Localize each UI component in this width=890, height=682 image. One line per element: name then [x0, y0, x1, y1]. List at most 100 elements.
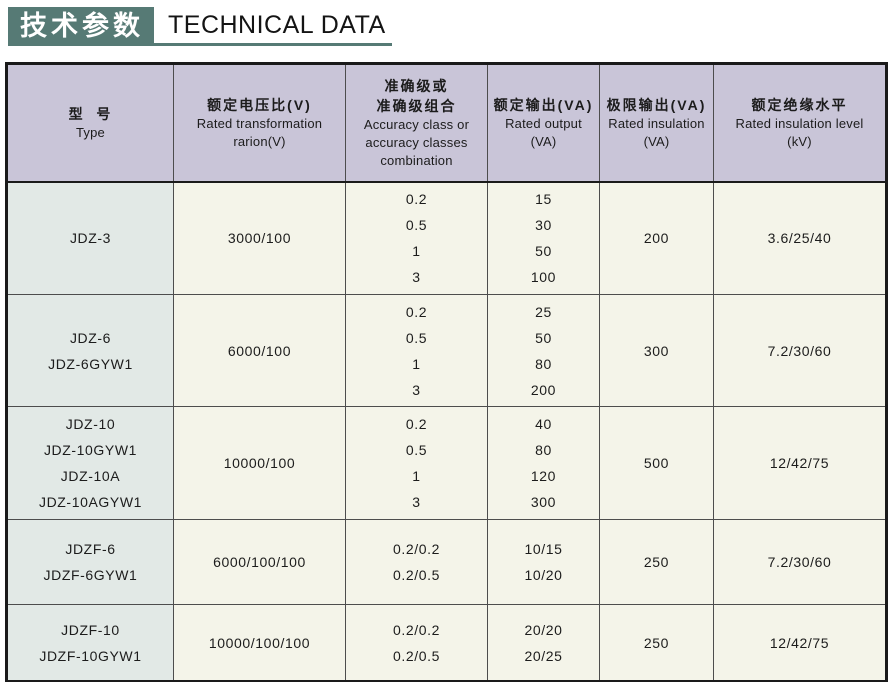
- table-row: JDZ-6 JDZ-6GYW1 6000/100 0.2 0.5 1 3 25 50 80 200 3…: [6, 294, 887, 407]
- header-line-en: Rated transformation: [196, 115, 323, 131]
- cell-line: 20/25: [524, 647, 563, 664]
- ratio-cell: 10000/100: [173, 406, 346, 520]
- cell-line: 0.2: [405, 191, 428, 208]
- cell-line: 20/20: [524, 621, 563, 638]
- cell-line: 300: [643, 342, 670, 359]
- header-line-en: rarion(V): [233, 133, 286, 149]
- cell-line: JDZ-6GYW1: [48, 355, 133, 372]
- cell-line: 250: [643, 634, 670, 651]
- cell-line: 10/15: [524, 541, 563, 557]
- type-cell: JDZF-10 JDZF-10GYW1: [6, 604, 174, 682]
- header-line-en: Rated insulation level: [735, 115, 864, 131]
- cell-line: 100: [530, 269, 557, 286]
- column-header-4: 额定输出(VA) Rated output (VA): [487, 63, 600, 183]
- cell-line: 40: [535, 416, 552, 432]
- cell-line: 0.2: [405, 303, 428, 320]
- header-line-zh: 准确级或: [384, 77, 449, 94]
- header-line-zh: 极限输出(VA): [606, 96, 707, 113]
- cell-line: JDZ-10: [65, 416, 116, 432]
- table-row: JDZF-10 JDZF-10GYW1 10000/100/100 0.2/0.2 0.…: [6, 604, 887, 682]
- cell-line: 12/42/75: [769, 634, 830, 651]
- type-cell: JDZ-10 JDZ-10GYW1 JDZ-10A JDZ-10AGYW1: [6, 406, 174, 520]
- cell-line: 12/42/75: [769, 455, 830, 471]
- header-line-en: (VA): [530, 133, 557, 149]
- accuracy-cell: 0.2/0.2 0.2/0.5: [345, 604, 488, 682]
- accuracy-cell: 0.2 0.5 1 3: [345, 406, 488, 520]
- cell-line: 3: [412, 381, 421, 398]
- cell-line: 3: [412, 269, 421, 286]
- cell-line: JDZ-10A: [60, 468, 121, 484]
- cell-line: 7.2/30/60: [767, 342, 832, 359]
- header-line-zh: 型 号: [68, 105, 113, 122]
- table-row: JDZF-6 JDZF-6GYW1 6000/100/100 0.2/0.2 0.2/0…: [6, 519, 887, 605]
- column-header-6: 额定绝缘水平 Rated insulation level (kV): [713, 63, 887, 183]
- column-header-3: 准确级或 准确级组合 Accuracy class or accuracy class…: [345, 63, 488, 183]
- ratio-cell: 6000/100/100: [173, 519, 346, 605]
- table-body: JDZ-3 3000/100 0.2 0.5 1 3 15 30 50 100 200 3.6/25/…: [6, 181, 887, 682]
- cell-line: 0.2/0.5: [392, 647, 440, 664]
- header-line-zh: 额定电压比(V): [207, 96, 312, 113]
- cell-line: 6000/100/100: [213, 554, 306, 570]
- rated-output-cell: 40 80 120 300: [487, 406, 600, 520]
- header-line-en: Type: [76, 124, 105, 140]
- cell-line: JDZF-10GYW1: [39, 647, 142, 664]
- cell-line: JDZ-3: [69, 230, 112, 247]
- type-cell: JDZF-6 JDZF-6GYW1: [6, 519, 174, 605]
- header-line-en: (kV): [787, 133, 812, 149]
- header-line-en: (VA): [643, 133, 670, 149]
- cell-line: 0.2/0.2: [392, 541, 440, 557]
- cell-line: 7.2/30/60: [767, 554, 832, 570]
- cell-line: 3: [412, 494, 421, 510]
- insulation-level-cell: 12/42/75: [713, 406, 887, 520]
- cell-line: 1: [412, 355, 421, 372]
- rated-output-cell: 25 50 80 200: [487, 294, 600, 407]
- section-title-zh: 技术参数: [8, 7, 154, 46]
- cell-line: 0.2: [405, 416, 428, 432]
- cell-line: JDZF-6GYW1: [43, 567, 138, 583]
- cell-line: 0.5: [405, 217, 428, 234]
- cell-line: 0.2/0.5: [392, 567, 440, 583]
- header-line-en: Rated output: [505, 115, 582, 131]
- cell-line: 300: [530, 494, 557, 510]
- cell-line: 1: [412, 468, 421, 484]
- cell-line: JDZF-10: [61, 621, 120, 638]
- cell-line: 50: [535, 243, 552, 260]
- cell-line: JDZ-6: [69, 329, 112, 346]
- insulation-level-cell: 7.2/30/60: [713, 294, 887, 407]
- cell-line: JDZ-10GYW1: [43, 442, 138, 458]
- cell-line: 0.5: [405, 329, 428, 346]
- type-cell: JDZ-3: [6, 181, 174, 295]
- insulation-level-cell: 12/42/75: [713, 604, 887, 682]
- cell-line: 6000/100: [227, 342, 292, 359]
- column-header-2: 额定电压比(V) Rated transformation rarion(V): [173, 63, 346, 183]
- accuracy-cell: 0.2 0.5 1 3: [345, 294, 488, 407]
- ratio-cell: 3000/100: [173, 181, 346, 295]
- cell-line: 200: [643, 230, 670, 247]
- type-cell: JDZ-6 JDZ-6GYW1: [6, 294, 174, 407]
- table-header-row: 型 号 Type 额定电压比(V) Rated transformation rario…: [6, 63, 887, 183]
- cell-line: 25: [535, 303, 552, 320]
- header-line-zh: 额定绝缘水平: [751, 96, 848, 113]
- cell-line: JDZF-6: [65, 541, 116, 557]
- cell-line: 0.5: [405, 442, 428, 458]
- limit-output-cell: 500: [599, 406, 714, 520]
- header-line-en: accuracy classes: [365, 134, 468, 150]
- cell-line: 200: [530, 381, 557, 398]
- cell-line: 10000/100: [223, 455, 296, 471]
- accuracy-cell: 0.2/0.2 0.2/0.5: [345, 519, 488, 605]
- cell-line: JDZ-10AGYW1: [38, 494, 143, 510]
- ratio-cell: 6000/100: [173, 294, 346, 407]
- cell-line: 10000/100/100: [208, 634, 311, 651]
- ratio-cell: 10000/100/100: [173, 604, 346, 682]
- insulation-level-cell: 7.2/30/60: [713, 519, 887, 605]
- cell-line: 3.6/25/40: [767, 230, 832, 247]
- cell-line: 3000/100: [227, 230, 292, 247]
- accuracy-cell: 0.2 0.5 1 3: [345, 181, 488, 295]
- table-row: JDZ-10 JDZ-10GYW1 JDZ-10A JDZ-10AGYW1 10000/…: [6, 406, 887, 520]
- limit-output-cell: 250: [599, 519, 714, 605]
- header-line-en: Accuracy class or: [363, 116, 470, 132]
- cell-line: 0.2/0.2: [392, 621, 440, 638]
- cell-line: 500: [643, 455, 670, 471]
- column-header-5: 极限输出(VA) Rated insulation (VA): [599, 63, 714, 183]
- page-header: 技术参数 TECHNICAL DATA: [8, 5, 890, 46]
